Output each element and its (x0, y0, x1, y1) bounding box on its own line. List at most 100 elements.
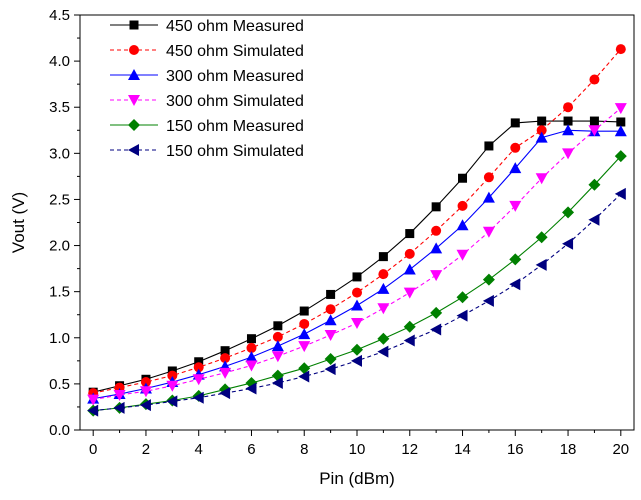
data-point (324, 352, 337, 365)
legend-marker (129, 45, 139, 55)
data-point (245, 360, 258, 372)
data-point (430, 270, 443, 282)
data-point (351, 299, 363, 311)
y-tick-label: 4.5 (49, 7, 70, 24)
x-axis-title: Pin (dBm) (319, 469, 395, 488)
series-line (93, 48, 622, 394)
data-point (298, 328, 311, 340)
data-point (589, 116, 599, 126)
x-tick-label: 18 (560, 441, 577, 458)
data-point (298, 362, 311, 375)
data-point (193, 362, 204, 373)
data-point (113, 401, 125, 414)
legend-marker (128, 119, 140, 131)
data-point (192, 374, 205, 386)
data-point (430, 242, 443, 254)
legend-item: 300 ohm Simulated (110, 93, 304, 110)
legend-item: 150 ohm Simulated (110, 143, 304, 160)
data-point (87, 404, 99, 417)
legend-label: 300 ohm Simulated (166, 93, 304, 110)
data-point (615, 44, 626, 55)
legend-marker (129, 20, 139, 30)
data-point (271, 351, 284, 363)
data-point (377, 345, 389, 358)
data-point (403, 263, 416, 275)
data-point (377, 332, 390, 345)
legend-label: 150 ohm Simulated (166, 143, 304, 160)
data-point (272, 331, 283, 342)
data-point (352, 272, 362, 282)
data-point (510, 118, 520, 128)
data-point (537, 116, 547, 126)
x-tick-label: 4 (195, 441, 203, 458)
legend-marker (128, 69, 140, 80)
legend-marker (128, 95, 140, 106)
data-point (405, 229, 415, 239)
data-point (219, 387, 231, 400)
x-tick-label: 8 (300, 441, 308, 458)
data-point (589, 74, 600, 85)
series-6 (87, 187, 626, 417)
data-point (483, 172, 494, 183)
data-point (562, 206, 575, 219)
legend-item: 150 ohm Measured (110, 118, 304, 135)
data-point (220, 346, 230, 356)
data-point (563, 102, 574, 113)
data-point (326, 289, 336, 299)
data-point (139, 399, 151, 412)
data-point (324, 363, 336, 376)
data-point (299, 306, 309, 316)
data-point (87, 394, 100, 406)
data-point (299, 318, 310, 329)
data-point (351, 343, 363, 356)
data-point (562, 237, 574, 250)
data-point (378, 269, 389, 280)
y-tick-label: 3.0 (49, 145, 70, 162)
x-tick-label: 2 (142, 441, 150, 458)
data-point (456, 291, 469, 304)
data-point (430, 306, 443, 319)
data-point (509, 253, 522, 266)
data-point (194, 357, 204, 367)
x-tick-label: 20 (612, 441, 629, 458)
data-point (510, 142, 521, 153)
data-point (403, 287, 416, 299)
data-point (325, 304, 336, 315)
series-4 (87, 103, 627, 406)
data-point (482, 226, 495, 238)
data-point (482, 294, 494, 307)
legend-label: 450 ohm Measured (166, 18, 304, 35)
legend-item: 450 ohm Measured (110, 18, 304, 35)
data-point (616, 117, 626, 127)
data-point (246, 342, 257, 353)
data-point (298, 341, 311, 353)
data-point (457, 200, 468, 211)
data-point (482, 273, 495, 286)
data-point (509, 278, 521, 291)
data-point (271, 376, 283, 389)
data-point (404, 248, 415, 259)
data-point (113, 389, 126, 401)
data-point (431, 225, 442, 236)
x-tick-label: 16 (507, 441, 524, 458)
data-point (456, 309, 468, 322)
data-point (562, 148, 575, 160)
data-point (535, 131, 548, 143)
data-point (456, 219, 469, 231)
data-point (509, 200, 522, 212)
data-point (245, 382, 257, 395)
y-tick-label: 2.5 (49, 191, 70, 208)
data-point (614, 150, 627, 163)
data-point (535, 258, 547, 271)
legend-marker (128, 144, 139, 156)
data-point (271, 340, 284, 352)
data-point (535, 173, 548, 185)
data-point (166, 380, 179, 392)
legend-label: 450 ohm Simulated (166, 43, 304, 60)
x-axis: 0 2 4 6 8 10 12 14 16 18 20 (89, 430, 629, 458)
data-point (536, 125, 547, 136)
data-point (458, 173, 468, 183)
x-tick-label: 0 (89, 441, 97, 458)
data-point (351, 318, 363, 330)
data-point (220, 353, 231, 364)
